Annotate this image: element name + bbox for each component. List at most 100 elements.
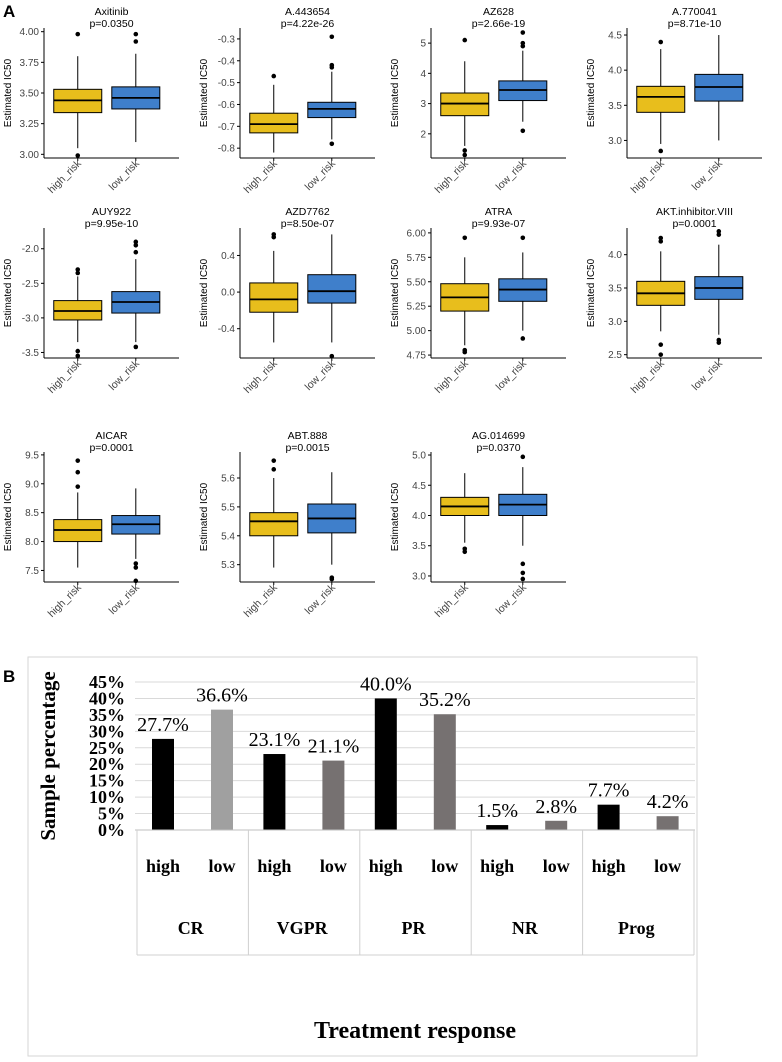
outlier-point — [462, 148, 468, 153]
y-tick-label: -0.8 — [218, 144, 236, 155]
y-tick-label: 5.0 — [412, 451, 426, 462]
plot-pvalue: p=8.50e-07 — [281, 218, 335, 230]
series-label: high — [146, 856, 180, 876]
group-nr: 1.5% high 2.8% low NR — [476, 796, 577, 938]
y-tick-label: 4.5 — [608, 31, 622, 42]
y-axis-label: Estimated IC50 — [3, 258, 14, 327]
box-low_risk — [498, 235, 548, 341]
y-tick-label: 3.50 — [20, 89, 40, 100]
outlier-point — [520, 561, 526, 567]
y-tick-label: -0.6 — [218, 100, 236, 111]
outlier-point — [75, 270, 81, 276]
outlier-point — [462, 37, 468, 43]
bar-nr-low — [545, 820, 568, 830]
box-high_risk — [53, 31, 103, 158]
y-axis-label: Estimated IC50 — [390, 58, 401, 127]
box-high_risk — [636, 235, 686, 357]
y-tick-label: -0.7 — [218, 122, 236, 133]
box-high_risk — [249, 232, 299, 343]
plot-title: AZD7762 — [285, 206, 330, 218]
series-label: low — [654, 856, 681, 876]
y-tick-label: -2.0 — [22, 244, 40, 255]
category-label: VGPR — [277, 918, 329, 938]
outlier-point — [133, 249, 139, 255]
x-tick-label: high_risk — [242, 157, 281, 196]
bar-pr-high — [374, 698, 397, 830]
x-axis-label: Treatment response — [314, 1018, 516, 1044]
y-tick-label: 5.6 — [221, 474, 235, 485]
y-axis-label: Estimated IC50 — [390, 482, 401, 551]
series-label: low — [320, 856, 347, 876]
outlier-point — [520, 30, 526, 35]
outlier-point — [271, 73, 277, 79]
x-tick-label: high_risk — [433, 581, 472, 620]
box-low_risk — [498, 30, 548, 134]
y-tick-label: 5.4 — [221, 531, 235, 542]
y-axis-label: Sample percentage — [36, 671, 60, 840]
box-high_risk — [440, 37, 490, 158]
y-tick-label: 3.75 — [20, 58, 40, 69]
data-label: 4.2% — [647, 791, 689, 813]
plot-title: A.770041 — [672, 6, 717, 18]
y-tick-label: 6.00 — [407, 228, 427, 239]
y-tick-label: 5 — [420, 39, 426, 50]
iqr-box — [307, 274, 357, 304]
outlier-point — [658, 239, 664, 244]
y-tick-label: 4.5 — [412, 481, 426, 492]
y-tick-label: 2 — [420, 129, 426, 140]
bar-prog-low — [656, 816, 679, 830]
panel-a-label: A — [3, 2, 15, 21]
x-tick-label: low_risk — [303, 581, 339, 617]
outlier-point — [75, 153, 81, 158]
box-low_risk — [307, 34, 357, 147]
plot-pvalue: p=9.93e-07 — [472, 218, 526, 230]
bar-vgpr-low — [322, 760, 345, 830]
y-tick-label: 5.00 — [407, 326, 427, 337]
y-tick-label: 10% — [89, 787, 125, 807]
iqr-box — [249, 282, 299, 313]
panel-b-frame — [27, 656, 698, 1057]
box-high_risk — [249, 73, 299, 153]
bar-vgpr-high — [263, 754, 286, 830]
y-axis-label: Estimated IC50 — [199, 482, 210, 551]
bar-cr-high — [152, 738, 174, 830]
y-axis-label: Estimated IC50 — [3, 58, 14, 127]
outlier-point — [271, 467, 277, 472]
outlier-point — [658, 39, 664, 45]
y-tick-label: 4.00 — [20, 27, 40, 38]
box-high_risk — [636, 39, 686, 154]
bar-nr-high — [486, 825, 509, 830]
x-tick-label: high_risk — [433, 357, 472, 396]
panel-b-label: B — [3, 667, 15, 686]
x-tick-label: low_risk — [494, 581, 530, 617]
data-label: 21.1% — [308, 736, 360, 758]
x-tick-label: low_risk — [107, 581, 143, 617]
y-tick-label: 40% — [89, 688, 125, 708]
y-tick-label: 3.25 — [20, 119, 40, 130]
y-tick-label: 3.0 — [412, 571, 426, 582]
y-tick-label: 3.5 — [608, 284, 622, 295]
data-label: 2.8% — [535, 796, 577, 818]
outlier-point — [133, 344, 139, 350]
outlier-point — [520, 576, 526, 582]
y-tick-label: 25% — [89, 738, 125, 758]
y-tick-label: -0.5 — [218, 78, 236, 89]
x-tick-label: low_risk — [690, 157, 726, 193]
series-label: high — [480, 856, 514, 876]
series-label: low — [543, 856, 570, 876]
outlier-point — [462, 235, 468, 241]
outlier-point — [520, 570, 526, 576]
outlier-point — [271, 232, 277, 237]
plot-pvalue: p=0.0015 — [285, 442, 329, 454]
y-tick-label: 4.0 — [608, 66, 622, 77]
series-label: high — [257, 856, 291, 876]
outlier-point — [133, 565, 139, 570]
y-tick-label: 9.0 — [25, 479, 39, 490]
plot-pvalue: p=2.66e-19 — [472, 18, 526, 30]
y-axis-label: Estimated IC50 — [199, 58, 210, 127]
